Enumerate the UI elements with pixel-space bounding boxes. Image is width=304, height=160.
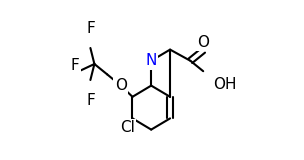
Text: O: O <box>197 35 209 50</box>
Text: O: O <box>115 78 127 93</box>
Text: N: N <box>146 53 157 68</box>
Text: F: F <box>86 21 95 36</box>
Text: F: F <box>71 58 80 73</box>
Text: Cl: Cl <box>120 120 135 136</box>
Text: OH: OH <box>213 77 236 92</box>
Text: F: F <box>86 93 95 108</box>
